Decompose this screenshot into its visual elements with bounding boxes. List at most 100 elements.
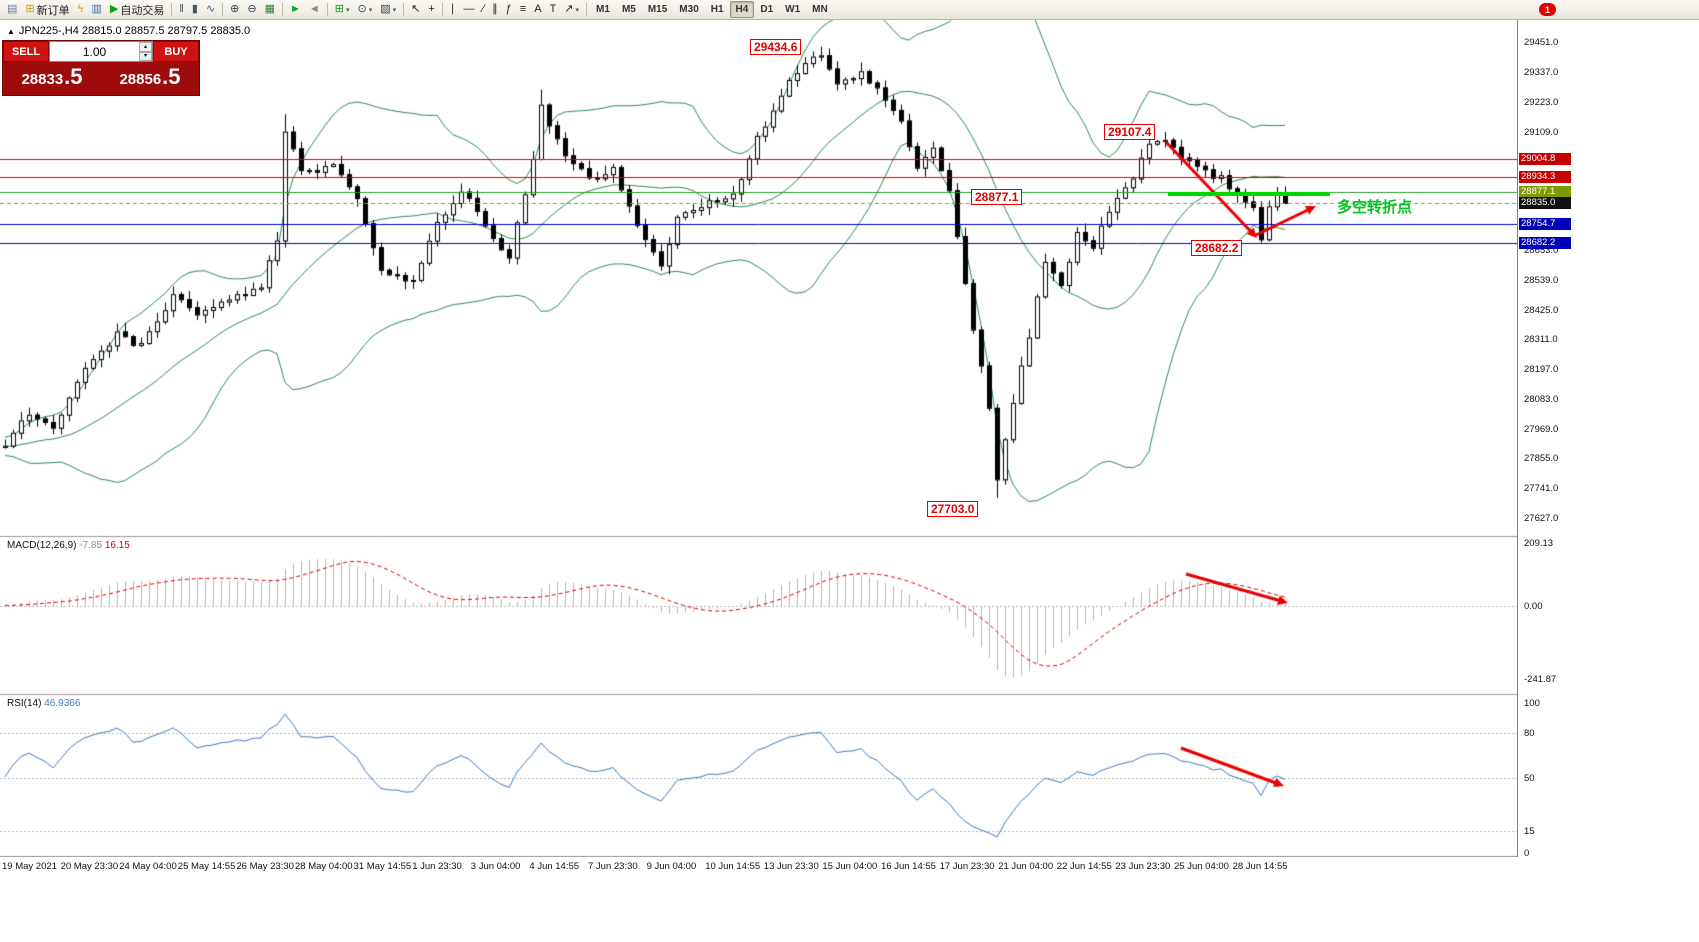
sell-button[interactable]: SELL <box>3 41 49 62</box>
volume-down-button[interactable]: ▾ <box>139 51 152 61</box>
axis-tick: 28311.0 <box>1524 334 1558 346</box>
timeframe-h4-button[interactable]: H4 <box>729 1 755 18</box>
caret-down-icon: ▾ <box>368 6 373 14</box>
timeframe-m5-button[interactable]: M5 <box>616 1 642 18</box>
new-order-button[interactable]: ⊞ 新订单 <box>21 1 73 18</box>
auto-trading-button[interactable]: ▶ 自动交易 <box>106 1 168 18</box>
axis-tick: 80 <box>1524 728 1535 739</box>
buy-button[interactable]: BUY <box>153 41 199 62</box>
chart-shift-button[interactable]: ◄ <box>305 1 324 18</box>
cursor-tool-button[interactable]: ↖ <box>407 1 424 18</box>
buy-price-pips: .5 <box>162 64 181 89</box>
timeframe-m30-button[interactable]: M30 <box>673 1 704 18</box>
new-chart-button[interactable]: ▤ <box>3 1 21 18</box>
trendline-tool-icon: ∕ <box>482 3 485 15</box>
time-tick: 4 Jun 14:55 <box>529 861 580 872</box>
templates-button[interactable]: ▧ ▾ <box>376 1 400 18</box>
price-level-label: 28682.2 <box>1519 236 1571 249</box>
cursor-tool-icon: ↖ <box>411 3 421 15</box>
annotation-text[interactable]: 多空转折点 <box>1337 199 1413 216</box>
timeframe-mn-button[interactable]: MN <box>806 1 834 18</box>
time-tick: 19 May 2021 <box>2 861 57 872</box>
macd-name: MACD(12,26,9) <box>7 540 77 551</box>
periods-button[interactable]: ⊙ ▾ <box>354 1 377 18</box>
volume-spinner: ▴ ▾ <box>139 42 152 61</box>
toolbar-separator <box>222 3 224 16</box>
price-level-label: 29004.8 <box>1519 152 1571 165</box>
chart-canvas[interactable] <box>0 19 1517 857</box>
price-level-label: 28835.0 <box>1519 196 1571 209</box>
text-tool-button[interactable]: A <box>530 1 545 18</box>
trendline-tool-button[interactable]: ∕ <box>478 1 488 18</box>
tile-windows-icon: ▦ <box>264 3 275 15</box>
market-watch-button[interactable]: ▥ <box>87 1 105 18</box>
auto-scroll-button[interactable]: ► <box>286 1 305 18</box>
sell-price[interactable]: 28833.5 <box>3 62 101 95</box>
fibonacci-tool-button[interactable]: ƒ <box>502 1 516 18</box>
time-tick: 17 Jun 23:30 <box>939 861 995 872</box>
price-callout[interactable]: 29107.4 <box>1104 124 1156 140</box>
time-tick: 28 May 04:00 <box>295 861 353 872</box>
horizontal-line-tool-button[interactable]: ― <box>459 1 478 18</box>
top-toolbar: ▤ ⊞ 新订单 ϟ ▥ ▶ 自动交易 ‖ ▮ ∿ ⊕ ⊖ ▦ ► ◄ ⊞ ▾ ⊙ ▾ ▧ ▾ ↖ + ∣ ― ∕ ∥ ƒ ≡ A T ↗ ▾ M1… <box>0 0 1699 20</box>
crosshair-tool-icon: + <box>428 3 435 15</box>
axis-tick: 0.00 <box>1524 601 1543 612</box>
vertical-line-tool-button[interactable]: ∣ <box>446 1 460 18</box>
price-axis: 29451.0 29337.0 29223.0 29109.0 28653.0 28539… <box>1517 19 1699 859</box>
zoom-in-button[interactable]: ⊕ <box>226 1 243 18</box>
axis-tick: 209.13 <box>1524 538 1554 549</box>
timeframe-m15-button[interactable]: M15 <box>642 1 673 18</box>
toolbar-separator <box>171 3 173 16</box>
bar-chart-mode-button[interactable]: ‖ <box>175 1 188 18</box>
toolbar-separator <box>326 3 328 16</box>
axis-tick: 15 <box>1524 825 1535 837</box>
line-chart-mode-button[interactable]: ∿ <box>202 1 219 18</box>
caret-down-icon: ▾ <box>346 6 350 14</box>
axis-tick: 29451.0 <box>1524 37 1559 49</box>
price-level-label: 28934.3 <box>1519 171 1571 184</box>
zoom-out-button[interactable]: ⊖ <box>243 1 260 18</box>
toolbar-separator <box>586 3 588 16</box>
time-tick: 1 Jun 23:30 <box>412 861 462 872</box>
time-tick: 26 May 23:30 <box>236 861 294 872</box>
axis-tick: 28653.0 <box>1524 245 1559 257</box>
time-tick: 23 Jun 23:30 <box>1115 861 1171 872</box>
label-tool-icon: T <box>549 3 557 15</box>
symbol-header: ▲ JPN225-,H4 28815.0 28857.5 28797.5 288… <box>7 25 250 37</box>
metaeditor-button[interactable]: ϟ <box>74 1 88 18</box>
toolbar-separator <box>403 3 405 16</box>
notification-badge[interactable]: 1 <box>1539 3 1556 16</box>
channel-tool-button[interactable]: ∥ <box>488 1 502 18</box>
tile-windows-button[interactable]: ▦ <box>261 1 279 18</box>
volume-up-button[interactable]: ▴ <box>139 42 152 52</box>
volume-input[interactable] <box>50 42 139 61</box>
channel-tool-icon: ∥ <box>492 3 498 15</box>
candlestick-mode-button[interactable]: ▮ <box>188 1 202 18</box>
timeframe-h1-button[interactable]: H1 <box>705 1 730 18</box>
timeframe-m1-button[interactable]: M1 <box>590 1 616 18</box>
grid-tool-button[interactable]: ≡ <box>516 1 530 18</box>
periods-icon: ⊙ <box>357 3 367 15</box>
timeframe-d1-button[interactable]: D1 <box>754 1 779 18</box>
buy-price[interactable]: 28856.5 <box>101 62 199 95</box>
auto-trading-icon: ▶ <box>109 3 119 15</box>
macd-main-value: -7.85 <box>79 540 103 551</box>
crosshair-tool-button[interactable]: + <box>424 1 438 18</box>
price-callout[interactable]: 28682.2 <box>1191 240 1243 256</box>
rsi-value: 46.9366 <box>44 698 81 709</box>
price-callout[interactable]: 27703.0 <box>927 501 979 517</box>
zoom-in-icon: ⊕ <box>230 3 240 15</box>
axis-tick: 29337.0 <box>1524 67 1559 79</box>
price-callout[interactable]: 28877.1 <box>971 189 1023 205</box>
price-callout[interactable]: 29434.6 <box>750 39 802 55</box>
one-click-trading-panel: SELL ▴ ▾ BUY 28833.5 28856.5 <box>2 40 200 96</box>
axis-tick: 28083.0 <box>1524 393 1559 405</box>
timeframe-w1-button[interactable]: W1 <box>779 1 806 18</box>
axis-tick: -241.87 <box>1524 674 1557 685</box>
label-tool-button[interactable]: T <box>546 1 561 18</box>
new-window-button[interactable]: ⊞ ▾ <box>331 1 354 18</box>
trendline-object[interactable] <box>1168 192 1330 196</box>
arrows-tool-button[interactable]: ↗ ▾ <box>560 1 583 18</box>
trade-controls-row: SELL ▴ ▾ BUY <box>3 41 199 62</box>
axis-tick: 0 <box>1524 848 1530 859</box>
